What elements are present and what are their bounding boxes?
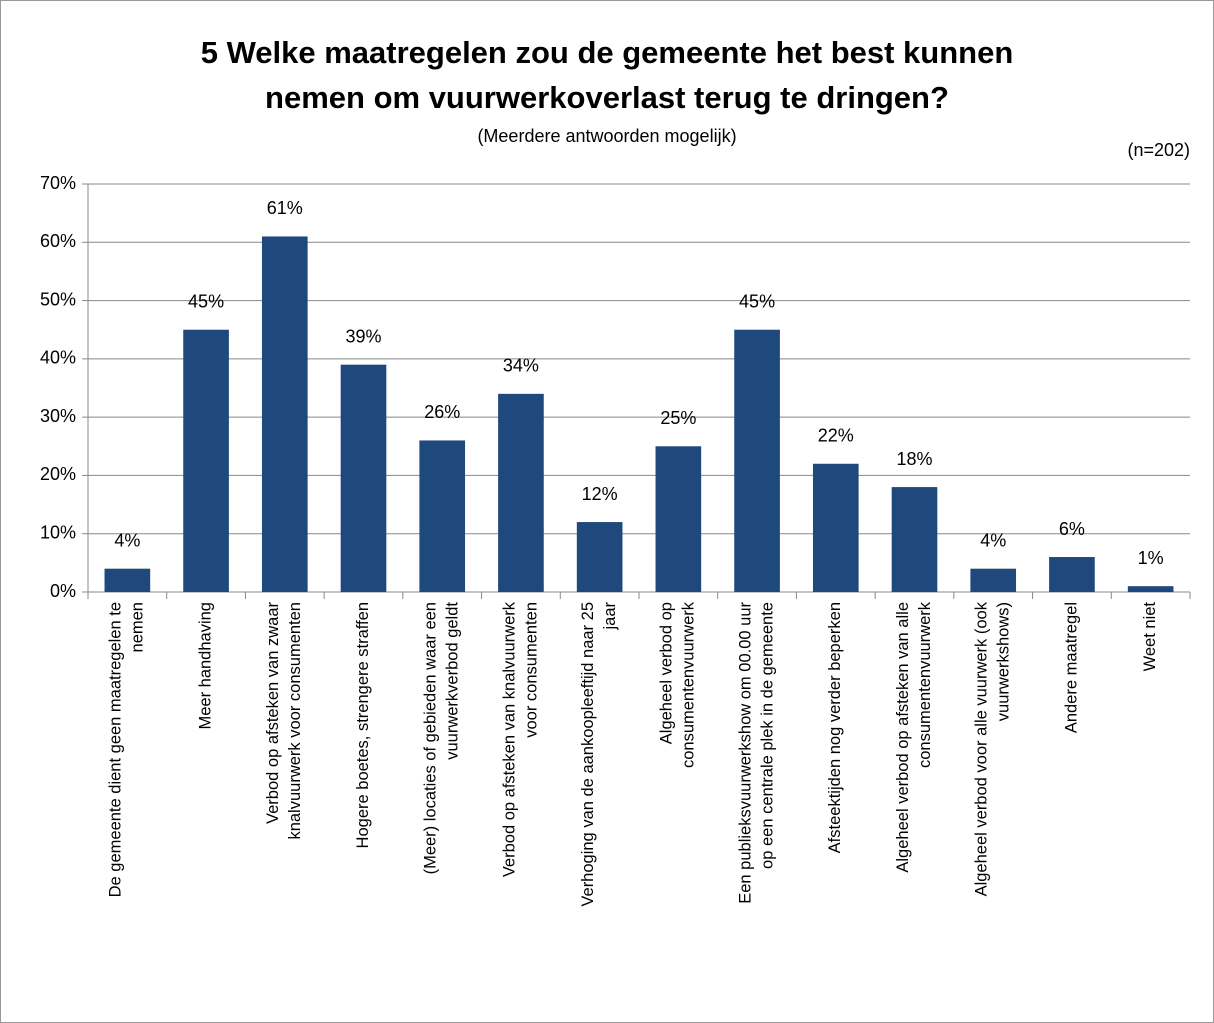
data-label: 1% (1138, 548, 1164, 568)
x-tick-label: Afsteektijden nog verder beperken (826, 602, 844, 853)
y-tick-label: 40% (40, 348, 76, 368)
x-tick-label: Verbod op afsteken van knalvuurwerk (500, 601, 518, 877)
data-label: 61% (267, 198, 303, 218)
x-tick-label: Weet niet (1141, 602, 1159, 672)
data-label: 4% (980, 530, 1006, 550)
x-tick-label: (Meer) locaties of gebieden waar een (422, 602, 440, 874)
data-label: 22% (818, 426, 854, 446)
data-label: 34% (503, 356, 539, 376)
x-tick-label: Verbod op afsteken van zwaar (264, 602, 282, 824)
x-tick-label: Andere maatregel (1062, 602, 1080, 733)
bar (970, 568, 1017, 592)
bar (498, 393, 544, 592)
x-tick-label: consumentenvuurwerk (680, 601, 698, 768)
x-tick-label: Verhoging van de aankoopleeftijd naar 25 (579, 602, 597, 907)
bar (104, 568, 151, 592)
bar (812, 463, 859, 592)
data-label: 45% (739, 291, 775, 311)
chart-subtitle: (Meerdere antwoorden mogelijk) (477, 126, 736, 146)
bar (891, 487, 938, 592)
chart-title: 5 Welke maatregelen zou de gemeente het … (201, 35, 1014, 70)
x-tick-label: nemen (129, 602, 147, 652)
x-tick-label: Hogere boetes, strengere straffen (354, 602, 372, 848)
y-tick-label: 70% (40, 173, 76, 193)
y-tick-label: 20% (40, 464, 76, 484)
x-tick-label: Algeheel verbod voor alle vuurwerk (ook (973, 601, 991, 896)
data-label: 12% (582, 484, 618, 504)
y-tick-label: 60% (40, 231, 76, 251)
bar (576, 522, 623, 592)
bar (183, 329, 229, 592)
bar (1049, 557, 1095, 592)
annotation: (n=202) (1127, 140, 1190, 160)
data-label: 25% (660, 408, 696, 428)
y-tick-label: 10% (40, 522, 76, 542)
y-tick-label: 0% (50, 581, 76, 601)
x-tick-label: De gemeente dient geen maatregelen te (107, 602, 125, 897)
data-label: 39% (345, 326, 381, 346)
data-label: 6% (1059, 519, 1085, 539)
bar (655, 446, 702, 592)
x-tick-label: vuurwerkverbod geldt (444, 602, 462, 760)
x-tick-label: Meer handhaving (196, 602, 214, 730)
bar (340, 364, 387, 592)
data-label: 4% (114, 530, 140, 550)
x-tick-label: vuurwerkshows) (995, 602, 1013, 721)
x-tick-label: knalvuurwerk voor consumenten (286, 602, 304, 840)
bar (1127, 586, 1174, 592)
bar (261, 236, 308, 592)
bar (419, 440, 466, 592)
data-label: 18% (896, 449, 932, 469)
bar (734, 329, 780, 592)
x-tick-label: jaar (601, 601, 619, 630)
x-tick-label: op een centrale plek in de gemeente (758, 602, 776, 869)
data-label: 45% (188, 291, 224, 311)
x-tick-label: Een publieksvuurwerkshow om 00.00 uur (736, 601, 754, 903)
x-tick-label: consumentenvuurwerk (916, 601, 934, 768)
y-tick-label: 50% (40, 289, 76, 309)
y-tick-label: 30% (40, 406, 76, 426)
x-tick-label: Algeheel verbod op (658, 602, 676, 744)
x-tick-label: Algeheel verbod op afsteken van alle (894, 602, 912, 873)
x-tick-label: voor consumenten (522, 602, 540, 738)
data-label: 26% (424, 402, 460, 422)
chart-title: nemen om vuurwerkoverlast terug te dring… (265, 80, 949, 115)
